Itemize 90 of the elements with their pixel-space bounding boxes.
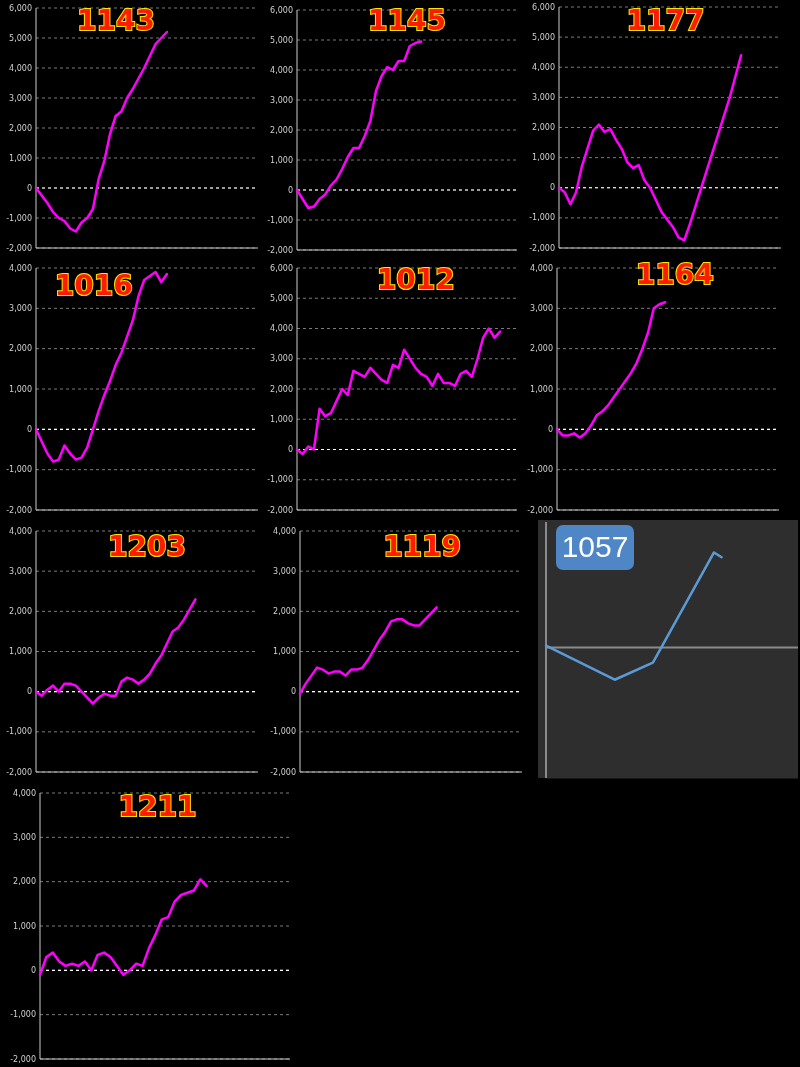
y-tick-label: 1,000	[9, 647, 32, 656]
y-tick-label: 5,000	[270, 293, 293, 303]
chart-title: 1057	[561, 529, 629, 563]
chart-title: 1012	[376, 263, 455, 296]
y-tick-label: -1,000	[527, 465, 553, 475]
y-tick-label: 1,000	[530, 384, 553, 394]
y-tick-label: 0	[287, 185, 293, 195]
y-tick-label: 1,000	[270, 155, 293, 165]
y-tick-label: 2,000	[273, 606, 296, 616]
y-tick-label: 3,000	[530, 303, 553, 313]
y-tick-label: -2,000	[527, 505, 553, 515]
y-tick-label: -2,000	[529, 243, 555, 253]
y-tick-label: 0	[549, 183, 555, 193]
y-tick-label: 3,000	[9, 566, 32, 576]
y-tick-label: -2,000	[10, 1054, 36, 1064]
line-series	[555, 301, 667, 439]
chart-title: 1119	[383, 530, 462, 563]
y-tick-label: 5,000	[270, 35, 293, 45]
y-tick-label: 3,000	[270, 354, 293, 364]
y-tick-label: 2,000	[9, 344, 32, 354]
y-tick-label: 6,000	[9, 3, 32, 13]
chart-title: 1177	[626, 4, 705, 37]
line-series	[34, 30, 169, 233]
y-tick-label: -1,000	[267, 475, 293, 485]
y-tick-label: 4,000	[273, 526, 296, 536]
y-tick-label: 4,000	[13, 788, 36, 798]
y-tick-label: 4,000	[532, 62, 555, 72]
y-tick-label: -1,000	[10, 1010, 36, 1020]
y-tick-label: -1,000	[6, 465, 32, 475]
y-tick-label: -1,000	[6, 727, 32, 737]
y-tick-label: 2,000	[530, 344, 553, 354]
chart-title: 1016	[54, 269, 133, 302]
y-tick-label: 5,000	[532, 32, 555, 42]
chart-title: 1143	[76, 4, 155, 37]
y-tick-label: -1,000	[6, 213, 32, 223]
y-tick-label: 1,000	[9, 384, 32, 394]
y-tick-label: 4,000	[270, 324, 293, 333]
y-tick-label: 4,000	[530, 263, 553, 273]
y-tick-label: -2,000	[267, 505, 293, 515]
y-tick-label: 4,000	[9, 63, 32, 73]
y-tick-label: 3,000	[532, 92, 555, 102]
chart-title: 1145	[368, 4, 446, 37]
line-series	[34, 270, 169, 463]
line-series	[295, 327, 502, 456]
chart-title: 1203	[108, 530, 186, 563]
y-tick-label: 6,000	[270, 5, 293, 15]
chart-title: 1164	[635, 258, 714, 291]
y-tick-label: 3,000	[9, 303, 32, 313]
y-tick-label: 3,000	[273, 566, 296, 576]
y-tick-label: 4,000	[270, 65, 293, 75]
y-tick-label: 1,000	[13, 921, 36, 931]
y-tick-label: 3,000	[13, 832, 36, 842]
y-tick-label: 3,000	[9, 93, 32, 103]
y-tick-label: 0	[547, 424, 553, 434]
y-tick-label: 0	[287, 445, 293, 454]
y-tick-label: 2,000	[13, 877, 36, 887]
y-tick-label: 0	[290, 687, 296, 697]
y-tick-label: 2,000	[270, 125, 293, 135]
y-tick-label: 6,000	[270, 263, 293, 273]
y-tick-label: 5,000	[9, 33, 32, 43]
y-tick-label: 0	[30, 965, 36, 975]
y-tick-label: -2,000	[6, 243, 32, 253]
line-series	[298, 606, 438, 695]
y-tick-label: 2,000	[532, 123, 555, 132]
y-tick-label: 4,000	[9, 526, 32, 536]
y-tick-label: -1,000	[267, 215, 293, 225]
y-tick-label: 3,000	[270, 95, 293, 105]
y-tick-label: 0	[26, 687, 32, 697]
line-series	[38, 878, 208, 977]
y-tick-label: -2,000	[267, 245, 293, 255]
y-tick-label: -2,000	[270, 767, 296, 777]
y-tick-label: 2,000	[270, 384, 293, 394]
y-tick-label: 2,000	[9, 123, 32, 133]
y-tick-label: 6,000	[532, 2, 555, 12]
y-tick-label: 1,000	[273, 647, 296, 656]
chart-title: 1211	[118, 790, 197, 823]
y-tick-label: 4,000	[9, 263, 32, 273]
line-series	[34, 598, 197, 705]
y-tick-label: 1,000	[9, 153, 32, 163]
line-series	[557, 53, 743, 242]
y-tick-label: -2,000	[6, 767, 32, 777]
y-tick-label: -1,000	[270, 727, 296, 737]
y-tick-label: -1,000	[529, 213, 555, 223]
y-tick-label: 1,000	[270, 414, 293, 424]
y-tick-label: 1,000	[532, 153, 555, 163]
y-tick-label: -2,000	[6, 505, 32, 515]
y-tick-label: 0	[26, 183, 32, 193]
y-tick-label: 2,000	[9, 606, 32, 616]
y-tick-label: 0	[26, 424, 32, 434]
line-series	[295, 40, 423, 210]
